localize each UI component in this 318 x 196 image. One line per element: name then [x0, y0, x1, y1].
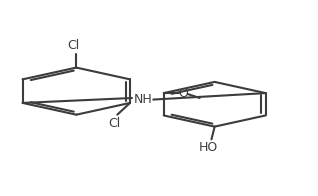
Text: O: O: [178, 87, 188, 100]
Text: Cl: Cl: [108, 117, 120, 130]
Text: HO: HO: [199, 141, 218, 154]
Text: NH: NH: [134, 93, 152, 106]
Text: Cl: Cl: [67, 39, 79, 52]
